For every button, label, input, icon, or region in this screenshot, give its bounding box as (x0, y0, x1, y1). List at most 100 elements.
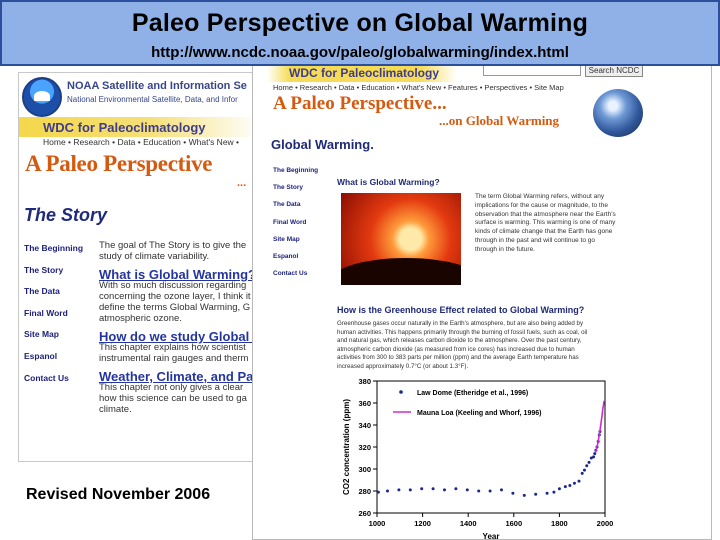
sunset-photo (341, 193, 461, 285)
y-tick-label: 320 (358, 443, 371, 452)
x-tick-label: 1800 (551, 519, 568, 528)
x-tick-label: 1400 (460, 519, 477, 528)
co2-chart-svg: 260 280 300 320 340 360 380 1000 1200 1400 1600 180… (342, 377, 614, 540)
x-tick-label: 1000 (369, 519, 386, 528)
wdc-bar: WDC for Paleoclimatology (267, 64, 457, 82)
paragraph-line: human activities. This happens primarily… (337, 328, 588, 336)
y-axis-label: CO2 concentration (ppm) (342, 399, 351, 495)
chapter-text-line: climate. (99, 404, 132, 415)
series-line-mauna-loa (594, 400, 605, 453)
noaa-title: NOAA Satellite and Information Se (67, 80, 247, 92)
earth-globe-icon (593, 89, 643, 137)
page-title: The Story (24, 205, 108, 225)
paragraph-line: The term Global Warming refers, without … (475, 193, 605, 200)
sidebar-item-site-map[interactable]: Site Map (273, 235, 300, 243)
sidebar-item-the-story[interactable]: The Story (24, 264, 64, 275)
page-title: Global Warming. (271, 137, 374, 152)
y-tick-label: 280 (358, 487, 371, 496)
sidebar-item-the-data[interactable]: The Data (273, 201, 301, 209)
data-point-law-dome (585, 464, 589, 468)
story-page-screenshot: NOAA Satellite and Information Se Nation… (18, 72, 258, 462)
greenhouse-paragraph: Greenhouse gases occur naturally in the … (337, 320, 707, 371)
paragraph-line: observation that the atmosphere near the… (475, 210, 616, 218)
weather-climate-link[interactable]: Weather, Climate, and Pale (99, 369, 258, 384)
x-tick-label: 1200 (414, 519, 431, 528)
chapter-text-line: concerning the ozone layer, I think it (99, 291, 251, 302)
intro-line: The goal of The Story is to give the (99, 240, 247, 251)
wdc-title: WDC for Paleoclimatology (43, 120, 206, 135)
paragraph-line: increased approximately 0.7°C (or about … (337, 362, 469, 370)
what-is-global-warming-link[interactable]: What is Global Warming? (99, 267, 256, 282)
title-banner: Paleo Perspective on Global Warming http… (0, 0, 720, 66)
paragraph-line: atmospheric carbon dioxide (as measured … (337, 345, 575, 353)
data-point-law-dome (408, 488, 412, 492)
data-point-law-dome (465, 488, 469, 492)
how-do-we-study-link[interactable]: How do we study Global W (99, 329, 258, 344)
paleo-perspective-heading: A Paleo Perspective... (273, 93, 447, 114)
question-heading-what-is: What is Global Warming? (337, 177, 440, 187)
paragraph-line: activities from 300 to 383 parts per mil… (337, 354, 579, 361)
sidebar-item-espanol[interactable]: Espanol (24, 350, 58, 361)
revised-date: Revised November 2006 (26, 486, 211, 503)
sidebar-item-final-word[interactable]: Final Word (24, 307, 68, 318)
chapter-text-line: instrumental rain gauges and therm (99, 353, 249, 364)
wdc-bar: WDC for Paleoclimatology (19, 117, 257, 137)
data-point-law-dome (477, 489, 481, 493)
top-nav[interactable]: Home • Research • Data • Education • Wha… (43, 137, 240, 147)
paragraph-line: through in the past and will continue to… (475, 236, 595, 244)
paragraph-line: through in the future. (475, 245, 535, 253)
x-axis-label: Year (483, 532, 500, 540)
data-point-law-dome (593, 452, 597, 456)
sidebar-item-the-story[interactable]: The Story (273, 184, 303, 192)
sidebar-item-contact-us[interactable]: Contact Us (24, 372, 69, 383)
y-tick-label: 380 (358, 377, 371, 386)
sidebar-item-the-beginning[interactable]: The Beginning (273, 167, 319, 174)
question-heading-greenhouse: How is the Greenhouse Effect related to … (337, 305, 585, 315)
sidebar-item-the-beginning[interactable]: The Beginning (24, 243, 84, 253)
sidebar-item-site-map[interactable]: Site Map (24, 329, 59, 340)
data-point-law-dome (580, 471, 584, 475)
paleo-perspective-heading: A Paleo Perspective (25, 151, 213, 176)
sidebar-item-final-word[interactable]: Final Word (273, 218, 307, 226)
paragraph-line: and natural gas, which releases carbon d… (337, 337, 582, 344)
paragraph-line: kinds of climate change that the Earth h… (475, 228, 613, 236)
data-point-law-dome (577, 479, 581, 483)
chapter-text-line: With so much discussion regarding (99, 280, 247, 291)
data-point-law-dome (563, 485, 567, 489)
data-point-law-dome (397, 488, 401, 492)
data-point-law-dome (511, 491, 515, 495)
story-body: The goal of The Story is to give the stu… (99, 240, 258, 415)
data-point-law-dome (454, 487, 458, 491)
y-tick-label: 300 (358, 465, 371, 474)
sidebar-item-espanol[interactable]: Espanol (273, 252, 299, 260)
global-warming-page-screenshot: WDC for Paleoclimatology Search NCDC Hom… (252, 58, 712, 540)
definition-paragraph: The term Global Warming refers, without … (475, 193, 711, 255)
x-tick-label: 2000 (597, 519, 614, 528)
data-point-law-dome (522, 493, 526, 497)
data-point-law-dome (499, 488, 503, 492)
data-point-law-dome (592, 455, 596, 459)
on-global-warming-heading: ...on Global Warming (439, 113, 560, 128)
y-tick-label: 360 (358, 399, 371, 408)
chapter-text-line: define the terms Global Warming, G (99, 302, 251, 313)
legend-marker-law-dome (399, 390, 403, 394)
legend-label-law-dome: Law Dome (Etheridge et al., 1996) (417, 390, 528, 397)
noaa-subtitle: National Environmental Satellite, Data, … (67, 95, 238, 104)
data-point-law-dome (488, 489, 492, 493)
data-point-law-dome (420, 487, 424, 491)
x-tick-label: 1600 (505, 519, 522, 528)
plot-area (376, 380, 606, 514)
co2-chart: 260 280 300 320 340 360 380 1000 1200 1400 1600 180… (335, 377, 625, 540)
legend-label-mauna-loa: Mauna Loa (Keeling and Whorf, 1996) (417, 410, 541, 417)
noaa-logo-icon (22, 77, 62, 117)
sidebar-item-contact-us[interactable]: Contact Us (273, 270, 308, 278)
sidebar-item-the-data[interactable]: The Data (24, 286, 60, 297)
top-nav[interactable]: Home • Research • Data • Education • Wha… (273, 83, 564, 92)
chapter-text-line: This chapter explains how scientist (99, 342, 246, 353)
data-point-law-dome (552, 490, 556, 494)
paleo-heading-ellipsis: ... (237, 177, 247, 189)
data-point-law-dome (431, 487, 435, 491)
data-point-law-dome (442, 488, 446, 492)
data-point-law-dome (545, 491, 549, 495)
noaa-header: NOAA Satellite and Information Se Nation… (19, 73, 257, 117)
